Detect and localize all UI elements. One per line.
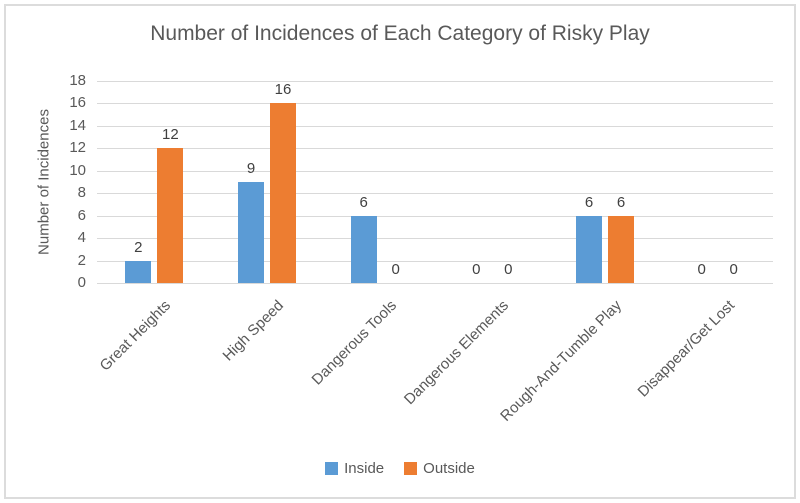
bar-value-label: 0 xyxy=(697,261,706,278)
chart-title: Number of Incidences of Each Category of… xyxy=(150,22,650,45)
bar-value-label: 0 xyxy=(391,261,400,278)
y-gridline xyxy=(97,81,773,82)
bar-value-label: 0 xyxy=(504,261,513,278)
y-tick-label: 2 xyxy=(77,251,86,269)
legend-label-inside: Inside xyxy=(344,460,385,477)
y-tick-label: 10 xyxy=(69,161,86,179)
bar-value-label: 12 xyxy=(161,126,179,144)
y-gridline xyxy=(97,170,773,172)
y-gridline xyxy=(97,238,773,240)
legend-label-outside: Outside xyxy=(423,460,475,477)
y-tick-label: 8 xyxy=(77,184,86,202)
bar-value-label: 6 xyxy=(616,193,626,211)
bar-value-label: 0 xyxy=(729,261,738,278)
bar-outside-rough-and-tumble-play xyxy=(608,215,634,283)
y-gridline xyxy=(97,125,773,127)
y-tick-label: 12 xyxy=(69,139,86,157)
y-tick-label: 16 xyxy=(69,94,86,112)
bar-inside-great-heights xyxy=(125,260,152,283)
y-gridline xyxy=(97,215,773,217)
y-gridline xyxy=(97,148,773,150)
legend: Inside Outside xyxy=(0,460,800,477)
legend-item-inside: Inside xyxy=(325,460,384,477)
legend-swatch-outside xyxy=(404,462,418,475)
y-gridline xyxy=(97,283,773,284)
bar-outside-great-heights xyxy=(157,148,184,283)
bar-value-label: 6 xyxy=(584,193,594,211)
y-tick-label: 18 xyxy=(69,72,86,89)
legend-item-outside: Outside xyxy=(404,460,475,477)
y-tick-label: 14 xyxy=(69,116,86,134)
y-tick-label: 0 xyxy=(77,274,86,291)
bar-inside-high-speed xyxy=(238,182,264,283)
y-gridline xyxy=(97,193,773,195)
plot-area xyxy=(97,81,773,284)
bar-value-label: 2 xyxy=(134,238,143,256)
legend-swatch-inside xyxy=(325,462,339,475)
bar-value-label: 9 xyxy=(246,160,256,177)
bar-inside-dangerous-tools xyxy=(350,215,377,283)
bar-value-label: 6 xyxy=(359,193,368,211)
bar-value-label: 0 xyxy=(472,261,481,278)
bar-inside-rough-and-tumble-play xyxy=(576,215,602,283)
y-tick-label: 4 xyxy=(77,229,86,247)
y-gridline xyxy=(97,260,773,262)
y-tick-label: 6 xyxy=(77,206,86,224)
y-gridline xyxy=(97,103,773,105)
bar-value-label: 16 xyxy=(274,81,292,99)
bar-outside-high-speed xyxy=(270,103,296,283)
